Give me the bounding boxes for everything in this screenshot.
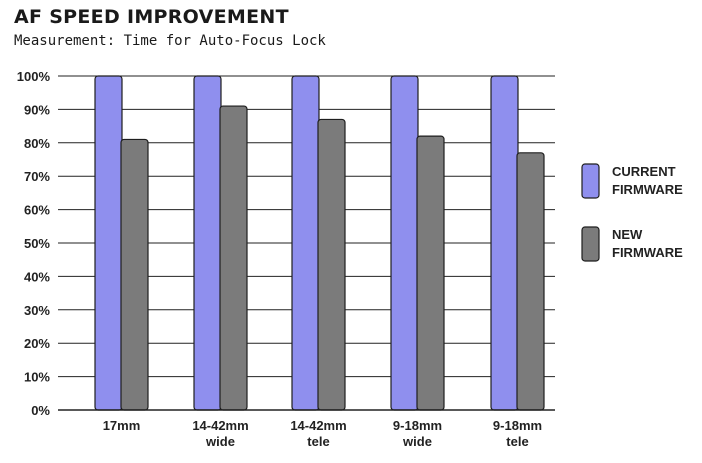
x-category-label: 9-18mm tele — [493, 418, 542, 449]
bar-new-2 — [317, 118, 346, 411]
bar-new-0 — [120, 138, 149, 411]
y-tick-label: 90% — [24, 102, 50, 117]
y-tick-label: 0% — [31, 403, 50, 418]
chart-subtitle: Measurement: Time for Auto-Focus Lock — [14, 33, 326, 49]
y-tick-label: 30% — [24, 303, 50, 318]
y-tick-label: 60% — [24, 203, 50, 218]
y-tick-label: 10% — [24, 370, 50, 385]
bar-new-1 — [219, 105, 248, 411]
y-tick-label: 20% — [24, 336, 50, 351]
y-tick-label: 40% — [24, 269, 50, 284]
y-tick-label: 80% — [24, 136, 50, 151]
bar-new-4 — [516, 152, 545, 411]
y-tick-label: 50% — [24, 236, 50, 251]
x-category-label: 14-42mm wide — [192, 418, 248, 449]
bar-current-2 — [291, 75, 320, 411]
legend-label-new: NEW FIRMWARE — [612, 227, 683, 260]
legend-label-current: CURRENT FIRMWARE — [612, 164, 683, 197]
bar-current-0 — [94, 75, 123, 411]
bar-current-3 — [390, 75, 419, 411]
bar-current-1 — [193, 75, 222, 411]
x-category-label: 14-42mm tele — [290, 418, 346, 449]
x-category-label: 9-18mm wide — [393, 418, 442, 449]
y-tick-label: 70% — [24, 169, 50, 184]
bar-new-3 — [416, 135, 445, 411]
legend-swatch-current — [581, 163, 600, 199]
chart-title: AF SPEED IMPROVEMENT — [14, 6, 289, 28]
bar-current-4 — [490, 75, 519, 411]
x-category-label: 17mm — [103, 418, 141, 433]
y-tick-label: 100% — [17, 69, 51, 84]
legend-swatch-new — [581, 226, 600, 262]
